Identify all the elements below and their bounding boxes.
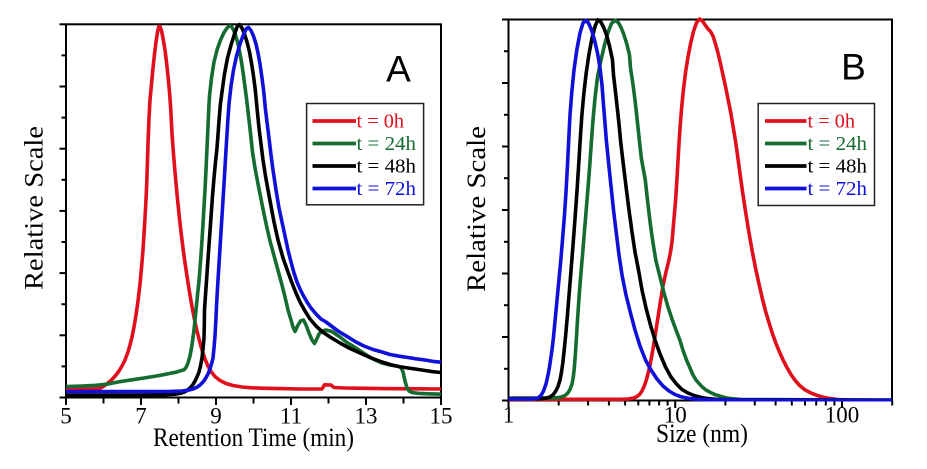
svg-text:Size (nm): Size (nm) xyxy=(656,419,748,448)
svg-text:t = 72h: t = 72h xyxy=(808,178,868,200)
svg-text:t = 48h: t = 48h xyxy=(808,155,868,177)
svg-text:5: 5 xyxy=(60,403,72,428)
svg-text:t = 48h: t = 48h xyxy=(357,155,417,177)
svg-text:t = 24h: t = 24h xyxy=(808,133,868,155)
svg-text:Retention Time (min): Retention Time (min) xyxy=(153,423,354,452)
svg-text:11: 11 xyxy=(280,403,302,428)
svg-text:7: 7 xyxy=(135,403,147,428)
svg-text:9: 9 xyxy=(210,403,222,428)
svg-text:Relative Scale: Relative Scale xyxy=(462,126,491,292)
svg-text:1: 1 xyxy=(503,403,515,428)
svg-text:Relative Scale: Relative Scale xyxy=(20,126,49,290)
svg-text:A: A xyxy=(386,49,411,90)
svg-text:15: 15 xyxy=(430,403,453,428)
svg-text:B: B xyxy=(841,47,866,88)
svg-text:t = 72h: t = 72h xyxy=(357,178,417,200)
svg-text:10: 10 xyxy=(664,403,687,428)
svg-text:t = 0h: t = 0h xyxy=(808,110,856,132)
svg-text:t = 0h: t = 0h xyxy=(357,110,405,132)
svg-text:100: 100 xyxy=(825,403,860,428)
svg-text:13: 13 xyxy=(355,403,378,428)
svg-text:t = 24h: t = 24h xyxy=(357,133,417,155)
